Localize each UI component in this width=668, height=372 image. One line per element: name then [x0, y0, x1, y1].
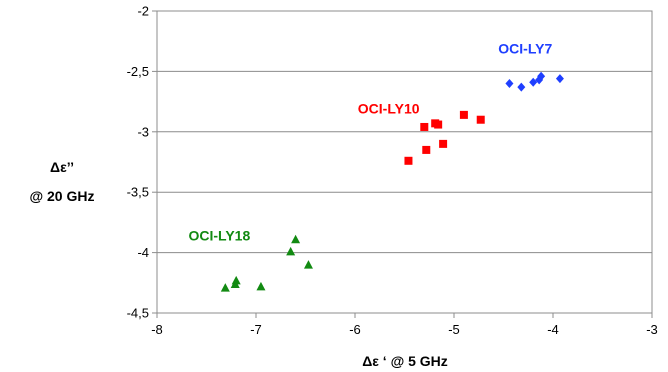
y-tick-label: -4: [137, 245, 149, 260]
data-point-square: [422, 145, 431, 154]
x-tick-label: -7: [250, 322, 262, 337]
series-label: OCI-LY18: [189, 228, 251, 244]
data-point-square: [476, 115, 485, 124]
y-axis-title-line2: @ 20 GHz: [29, 188, 94, 204]
data-point-triangle: [231, 275, 241, 285]
data-points: [220, 71, 564, 292]
data-point-diamond: [529, 77, 538, 87]
data-point-diamond: [505, 78, 514, 88]
data-point-triangle: [286, 246, 296, 256]
x-tick-label: -5: [448, 322, 460, 337]
data-point-square: [420, 122, 429, 131]
data-point-square: [459, 110, 468, 119]
series-label: OCI-LY7: [498, 40, 552, 56]
x-tick-label: -6: [349, 322, 361, 337]
series-labels: OCI-LY7 OCI-LY10 OCI-LY18: [189, 40, 553, 243]
data-point-diamond: [517, 82, 526, 92]
x-axis-title: Δε ‘ @ 5 GHz: [362, 353, 448, 369]
data-point-square: [404, 156, 413, 165]
y-tick-label: -2: [137, 4, 149, 19]
data-point-square: [434, 120, 443, 129]
data-point-triangle: [256, 281, 266, 291]
y-tick-label: -3: [137, 124, 149, 139]
y-tick-label: -3,5: [127, 185, 149, 200]
x-tick-label: -3: [646, 322, 658, 337]
y-tick-label: -4,5: [127, 306, 149, 321]
x-tick-label: -8: [151, 322, 163, 337]
data-point-triangle: [220, 283, 230, 292]
data-point-diamond: [537, 71, 546, 81]
y-tick-label: -2,5: [127, 64, 149, 79]
data-point-diamond: [555, 74, 564, 84]
data-point-square: [439, 139, 448, 148]
y-axis-title-line1: Δε’’: [50, 159, 74, 175]
series-label: OCI-LY10: [358, 101, 420, 117]
data-point-triangle: [291, 234, 301, 244]
plot-area-frame: [156, 10, 653, 314]
x-tick-label: -4: [547, 322, 559, 337]
axis-ticks: -2 -2,5 -3 -3,5 -4 -4,5-8 -7 -6 -5 -4 -3: [127, 4, 658, 338]
data-point-triangle: [303, 260, 313, 269]
